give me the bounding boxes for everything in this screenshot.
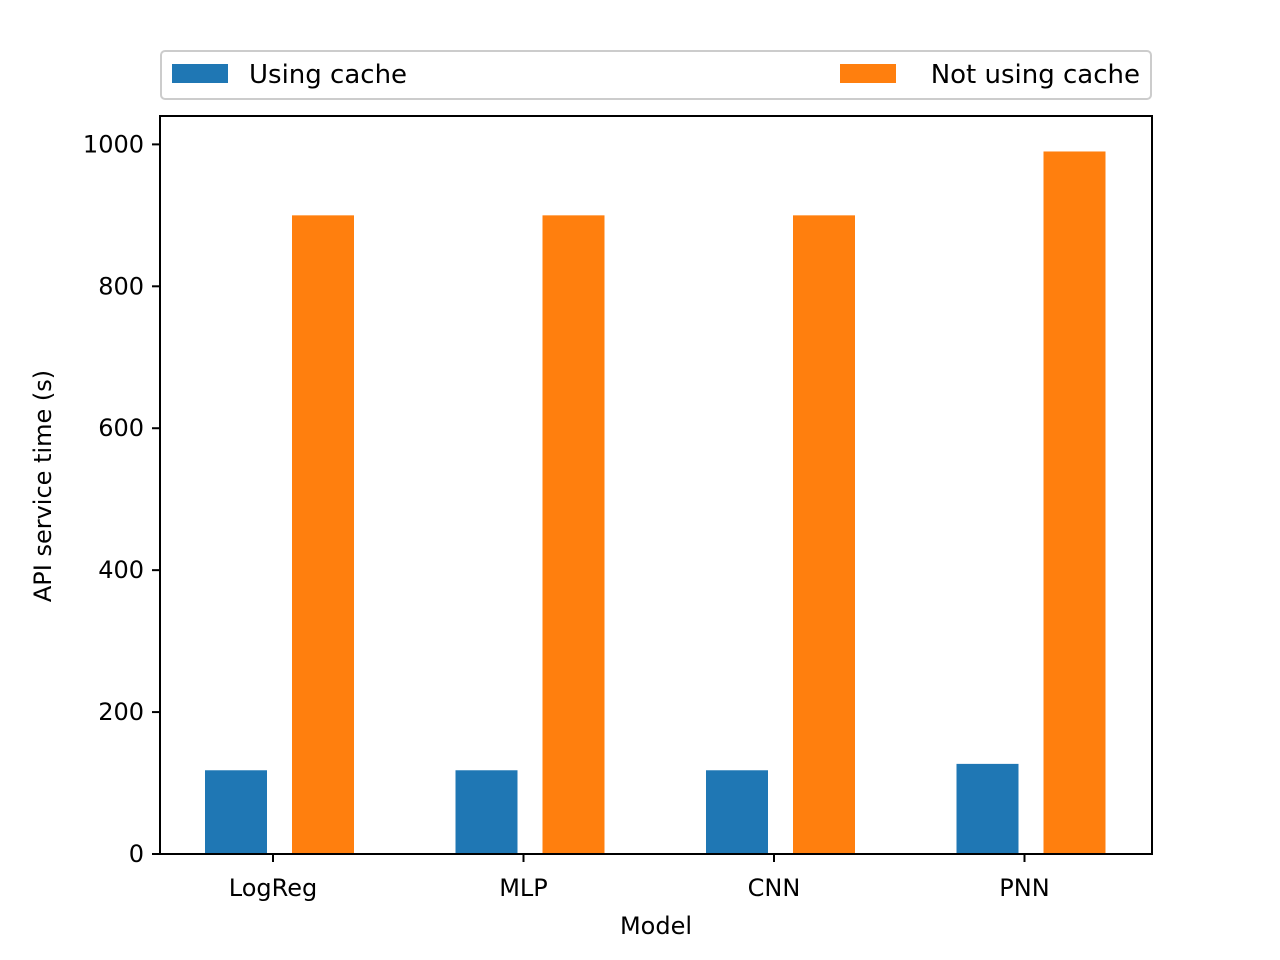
x-axis-title: Model [620, 912, 692, 940]
bar-mlp-not-using-cache [542, 215, 605, 854]
legend-frame [160, 50, 1152, 100]
y-tick-label: 200 [98, 698, 144, 726]
x-tick-label: PNN [999, 874, 1049, 902]
bar-mlp-using-cache [455, 770, 518, 854]
legend-label-using-cache: Using cache [249, 60, 407, 90]
plot-frame [159, 115, 1153, 855]
x-tick-label: LogReg [229, 874, 317, 902]
bar-cnn-not-using-cache [793, 215, 855, 854]
y-tick-label: 800 [98, 272, 144, 300]
legend-swatch-not-using-cache [840, 64, 896, 83]
y-tick-label: 0 [129, 840, 144, 868]
y-axis: 0 200 400 600 800 1000 [83, 130, 160, 868]
x-axis: LogReg MLP CNN PNN [229, 854, 1050, 902]
y-axis-title: API service time (s) [29, 370, 57, 602]
bar-cnn-using-cache [706, 770, 768, 854]
bars-group [205, 151, 1106, 854]
legend: Using cache Not using cache [160, 50, 1152, 100]
bar-logreg-not-using-cache [292, 215, 354, 854]
legend-swatch-using-cache [172, 64, 228, 83]
bar-pnn-not-using-cache [1043, 151, 1106, 854]
x-tick-label: CNN [748, 874, 801, 902]
x-tick-label: MLP [499, 874, 548, 902]
legend-label-not-using-cache: Not using cache [931, 60, 1140, 90]
y-tick-label: 400 [98, 556, 144, 584]
y-tick-label: 1000 [83, 130, 144, 158]
bar-pnn-using-cache [956, 763, 1019, 854]
bar-logreg-using-cache [205, 770, 267, 854]
y-tick-label: 600 [98, 414, 144, 442]
